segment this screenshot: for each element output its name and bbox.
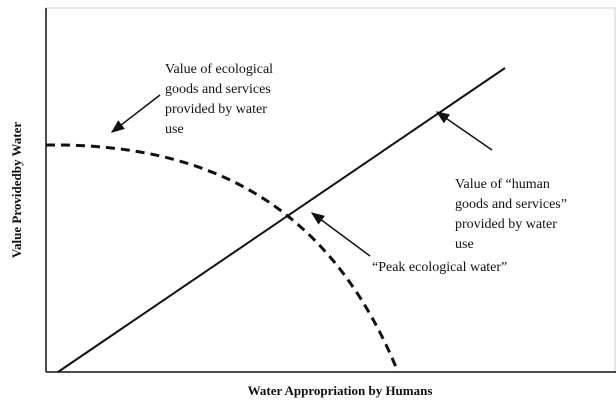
annotation-line: “Peak ecological water” — [372, 260, 507, 275]
x-axis-label: Water Appropriation by Humans — [248, 383, 433, 398]
human-value-line — [57, 67, 506, 373]
y-axis-label: Value Providedby Water — [9, 122, 24, 259]
ecological-value-curve — [45, 143, 400, 373]
annotation-line: goods and services” — [455, 197, 567, 212]
annotation-line: Value of “human — [455, 177, 550, 192]
annotation-line: provided by water — [455, 217, 557, 232]
arrow — [310, 212, 371, 257]
annotation-line: Value of ecological — [165, 62, 273, 77]
annotation-line: goods and services — [165, 82, 271, 97]
annotation-line: provided by water — [165, 102, 267, 117]
arrow — [110, 94, 161, 133]
annotation-line: use — [165, 122, 184, 137]
arrow — [435, 111, 493, 151]
annotation-line: use — [455, 237, 474, 252]
